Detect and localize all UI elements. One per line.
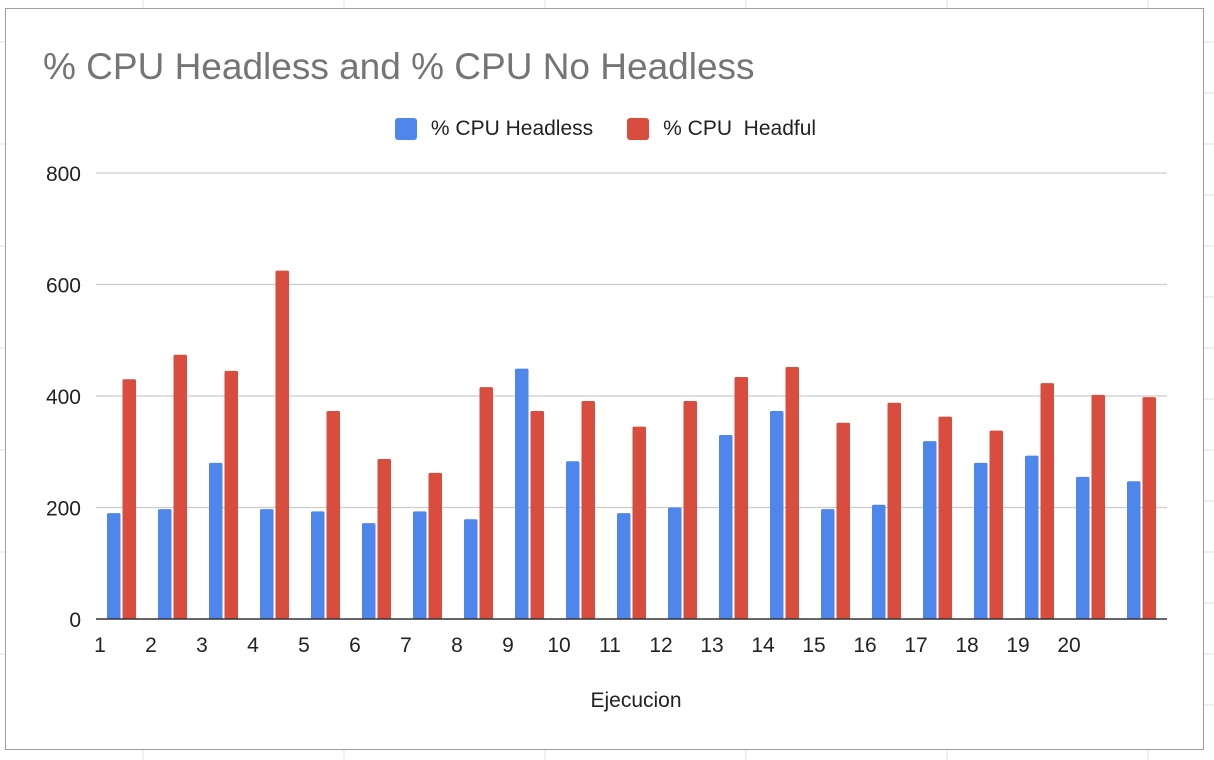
legend-label-headful: % CPU Headful	[663, 117, 817, 140]
x-tick-label: 1	[94, 634, 106, 657]
y-tick-label: 600	[46, 275, 81, 298]
x-tick-label: 2	[145, 634, 157, 657]
x-tick-label: 8	[451, 634, 463, 657]
x-tick-label: 18	[955, 634, 978, 657]
x-tick-label: 13	[700, 634, 723, 657]
x-tick-label: 16	[853, 634, 876, 657]
bar-headful	[530, 411, 544, 619]
legend-item-headful[interactable]: % CPU Headful	[627, 117, 816, 141]
bar-headful	[275, 270, 289, 619]
bar-headless	[260, 509, 274, 619]
x-tick-label: 20	[1057, 634, 1080, 657]
bar-headful	[1091, 394, 1105, 619]
legend-swatch-headful	[627, 118, 650, 140]
y-tick-label: 0	[69, 609, 81, 632]
bar-headful	[224, 370, 238, 619]
x-tick-label: 3	[196, 634, 208, 657]
bar-headless	[464, 519, 478, 619]
bar-headless	[872, 504, 886, 619]
x-axis-title: Ejecucion	[590, 689, 682, 712]
bar-headful	[785, 367, 799, 619]
bar-headless	[821, 509, 835, 619]
bar-headless	[515, 368, 529, 619]
x-tick-label: 14	[751, 634, 775, 657]
bar-headless	[923, 441, 937, 619]
bar-headless	[566, 461, 580, 619]
bar-headless	[362, 523, 376, 619]
legend-item-headless[interactable]: % CPU Headless	[394, 117, 594, 141]
bar-headless	[209, 462, 223, 619]
x-tick-label: 19	[1006, 634, 1029, 657]
y-tick-label: 400	[46, 386, 81, 409]
bar-headful	[1142, 397, 1156, 619]
bar-headful	[734, 377, 748, 619]
bar-headless	[668, 507, 682, 619]
bar-headful	[326, 411, 340, 619]
x-tick-label: 7	[400, 634, 412, 657]
bar-headless	[1076, 476, 1090, 619]
x-tick-label: 10	[547, 634, 570, 657]
bar-headful	[632, 426, 646, 619]
x-tick-label: 15	[802, 634, 825, 657]
legend-swatch-headless	[394, 118, 417, 140]
bar-headful	[989, 430, 1003, 619]
chart-legend: % CPU Headless % CPU Headful	[6, 117, 1205, 141]
x-tick-label: 17	[904, 634, 927, 657]
bar-headful	[938, 416, 952, 619]
bar-headless	[158, 509, 172, 619]
bar-headful	[581, 401, 595, 619]
x-tick-label: 9	[502, 634, 514, 657]
bar-headless	[311, 511, 325, 619]
bar-headful	[173, 354, 187, 619]
x-tick-label: 5	[298, 634, 310, 657]
bar-headful	[377, 458, 391, 619]
chart-container[interactable]: % CPU Headless and % CPU No Headless % C…	[5, 8, 1204, 750]
chart-title: % CPU Headless and % CPU No Headless	[43, 46, 755, 87]
bar-headless	[413, 511, 427, 619]
legend-label-headless: % CPU Headless	[430, 117, 594, 140]
bar-headful	[887, 402, 901, 619]
bar-headful	[836, 422, 850, 619]
bar-headful	[683, 401, 697, 619]
bar-headless	[770, 411, 784, 619]
bar-headless	[617, 513, 631, 619]
bar-headful	[428, 472, 442, 619]
bar-headful	[122, 379, 136, 619]
y-tick-label: 800	[46, 163, 81, 186]
y-tick-label: 200	[46, 498, 81, 521]
bar-headless	[1127, 481, 1141, 619]
bar-headful	[1040, 383, 1054, 619]
x-tick-label: 12	[649, 634, 672, 657]
bar-headless	[1025, 455, 1039, 619]
bar-headless	[719, 435, 733, 619]
x-tick-label: 11	[599, 634, 621, 657]
bar-headless	[974, 462, 988, 619]
x-tick-label: 4	[247, 634, 259, 657]
bar-headless	[107, 513, 121, 619]
x-tick-label: 6	[349, 634, 361, 657]
bar-headful	[479, 387, 493, 619]
